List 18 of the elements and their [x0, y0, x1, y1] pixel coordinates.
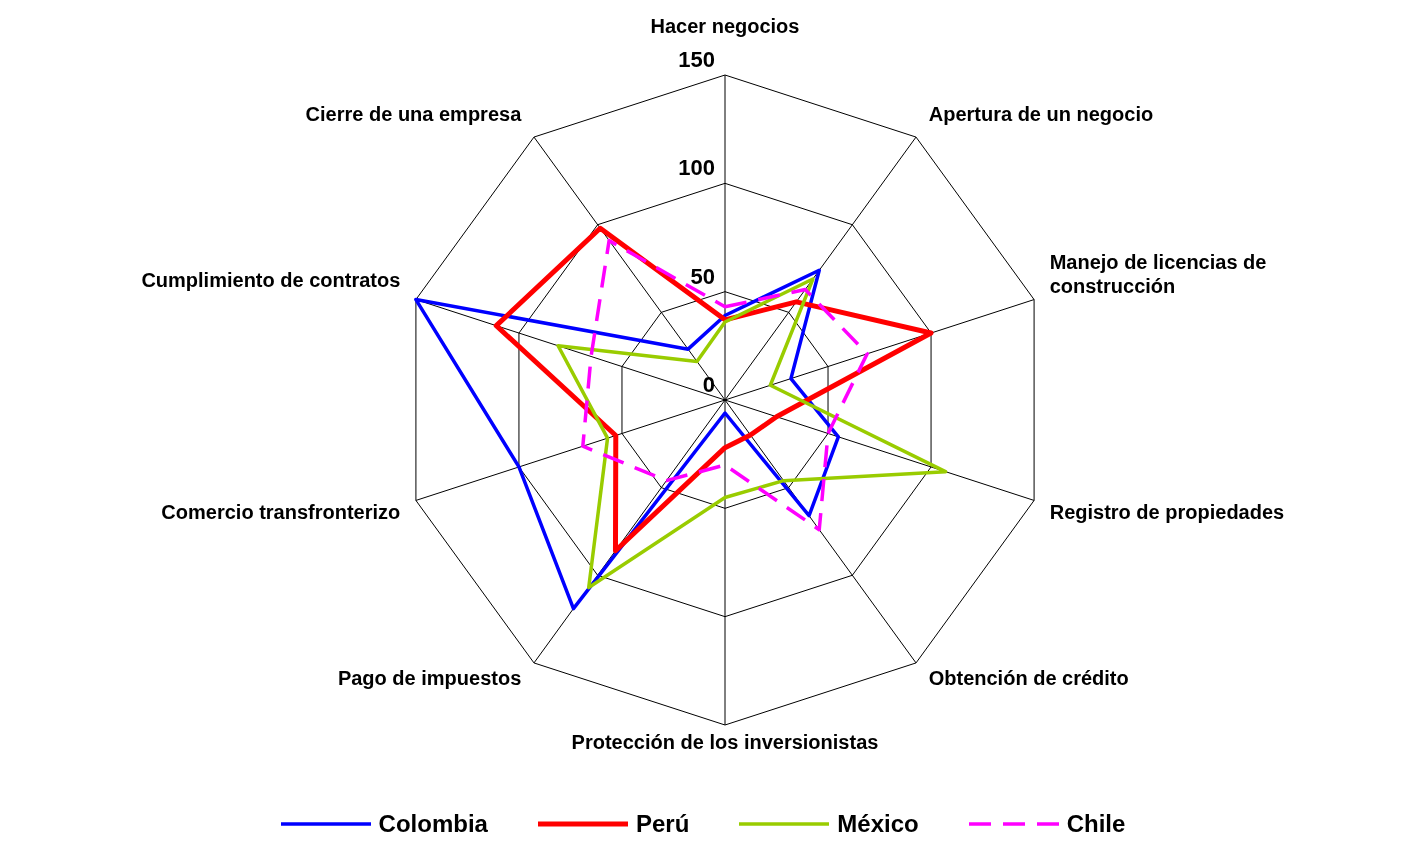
- spoke-label: Pago de impuestos: [337, 667, 522, 690]
- spoke-label: Apertura de un negocio: [928, 102, 1154, 125]
- legend-label: Colombia: [378, 810, 488, 838]
- spoke-label: Obtención de crédito: [928, 667, 1129, 690]
- spoke-label: Protección de los inversionistas: [571, 731, 879, 753]
- legend-label: Perú: [635, 810, 690, 838]
- spoke-label: Manejo de licencias de construcción: [1049, 251, 1267, 298]
- spoke-label: Cierre de una empresa: [305, 102, 523, 125]
- spoke-label: Hacer negocios: [650, 15, 800, 37]
- y-tick-label: 100: [678, 155, 715, 181]
- y-tick-label: 50: [690, 263, 715, 289]
- legend-label: México: [837, 810, 919, 838]
- spoke-label: Cumplimiento de contratos: [141, 269, 401, 292]
- y-tick-label: 150: [678, 47, 715, 72]
- spoke-label: Comercio transfronterizo: [161, 500, 401, 523]
- y-tick-label: 0: [702, 372, 715, 397]
- legend-label: Chile: [1066, 810, 1126, 838]
- spoke-label: Registro de propiedades: [1049, 500, 1285, 523]
